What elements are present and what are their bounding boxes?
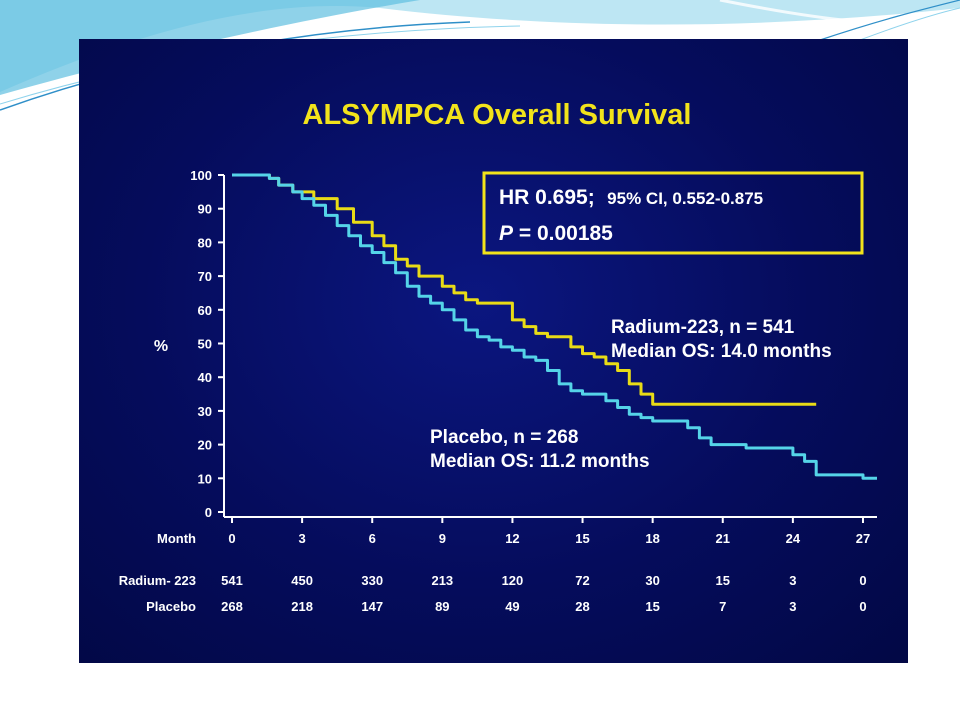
risk-cell: 541 [221, 573, 243, 588]
risk-cell: 120 [502, 573, 524, 588]
chart-axes [223, 175, 877, 518]
hr-box [482, 171, 864, 255]
y-tick-label: 100 [190, 168, 212, 183]
y-tick-label: 40 [198, 370, 212, 385]
survival-curves [232, 173, 877, 480]
risk-cell: 268 [221, 599, 243, 614]
risk-row-label: Placebo [146, 599, 196, 614]
risk-cell: 0 [859, 599, 866, 614]
placebo-label: Placebo, n = 268 [430, 427, 578, 448]
y-tick-label: 70 [198, 269, 212, 284]
x-tick-label: 21 [716, 531, 730, 546]
risk-table: Radium- 223 541 450 330 213 120 72 30 15 3 0Placeb… [119, 573, 867, 614]
p-value: = 0.00185 [513, 222, 613, 245]
p-value-line: P = 0.00185 [499, 222, 613, 245]
risk-cell: 0 [859, 573, 866, 588]
y-axis-label: % [154, 338, 168, 355]
risk-cell: 28 [575, 599, 589, 614]
placebo-curve [232, 173, 877, 480]
risk-cell: 213 [431, 573, 453, 588]
p-label: P [499, 222, 514, 245]
y-tick-label: 60 [198, 303, 212, 318]
y-tick-label: 10 [198, 471, 212, 486]
risk-cell: 3 [789, 599, 796, 614]
placebo-median: Median OS: 11.2 months [430, 451, 650, 472]
x-tick-label: 27 [856, 531, 870, 546]
y-tick-label: 20 [198, 438, 212, 453]
y-tick-label: 80 [198, 235, 212, 250]
x-axis-label: Month [157, 531, 196, 546]
hr-confidence-interval: 95% CI, 0.552-0.875 [607, 189, 763, 208]
risk-cell: 89 [435, 599, 449, 614]
x-axis-ticks: 0 3 6 9 12 15 18 21 24 27 [228, 517, 870, 546]
y-tick-label: 90 [198, 202, 212, 217]
risk-cell: 49 [505, 599, 519, 614]
x-tick-label: 3 [298, 531, 305, 546]
chart-title: ALSYMPCA Overall Survival [303, 99, 692, 131]
y-tick-label: 30 [198, 404, 212, 419]
hr-value: HR 0.695; [499, 186, 595, 209]
risk-cell: 7 [719, 599, 726, 614]
slide-panel [79, 39, 908, 663]
risk-cell: 3 [789, 573, 796, 588]
hr-line: HR 0.695; 95% CI, 0.552-0.875 [499, 186, 763, 209]
x-tick-label: 9 [439, 531, 446, 546]
risk-cell: 72 [575, 573, 589, 588]
radium-median: Median OS: 14.0 months [611, 341, 832, 362]
risk-cell: 147 [361, 599, 383, 614]
radium-223-curve [232, 173, 817, 406]
radium-label: Radium-223, n = 541 [611, 317, 795, 338]
y-tick-label: 0 [205, 505, 212, 520]
risk-cell: 15 [645, 599, 659, 614]
x-tick-label: 18 [645, 531, 659, 546]
risk-cell: 15 [716, 573, 730, 588]
x-tick-label: 12 [505, 531, 519, 546]
x-tick-label: 0 [228, 531, 235, 546]
risk-row-label: Radium- 223 [119, 573, 196, 588]
y-axis-ticks: 0 10 20 30 40 50 60 70 80 90 100 [190, 168, 224, 520]
risk-cell: 218 [291, 599, 313, 614]
y-tick-label: 50 [198, 337, 212, 352]
risk-cell: 450 [291, 573, 313, 588]
x-tick-label: 15 [575, 531, 589, 546]
risk-cell: 330 [361, 573, 383, 588]
risk-cell: 30 [645, 573, 659, 588]
x-tick-label: 24 [786, 531, 801, 546]
x-tick-label: 6 [369, 531, 376, 546]
